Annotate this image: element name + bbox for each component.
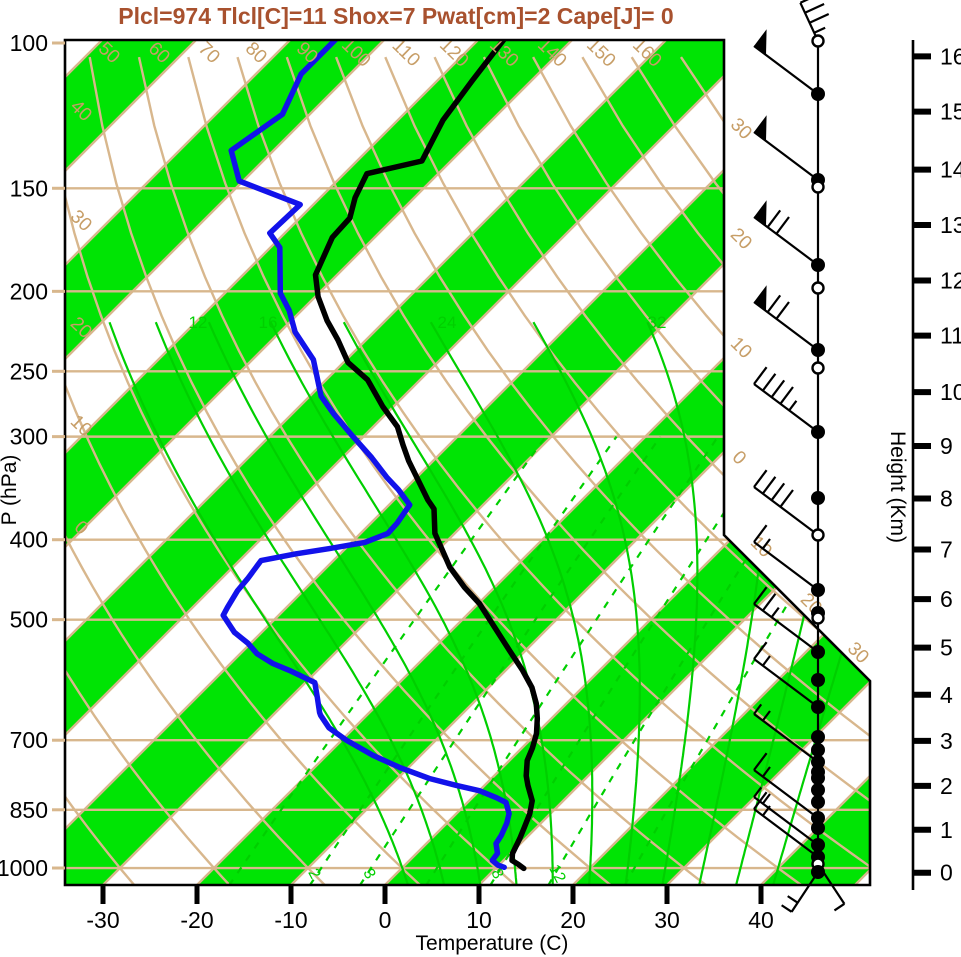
wind-station-circle: [811, 180, 825, 194]
svg-text:10: 10: [466, 907, 492, 933]
svg-text:Height (Km): Height (Km): [886, 431, 909, 543]
wind-station-dot: [811, 491, 825, 505]
svg-text:32: 32: [648, 313, 667, 332]
svg-text:0: 0: [379, 907, 392, 933]
svg-text:20: 20: [560, 907, 586, 933]
svg-text:15: 15: [940, 99, 961, 125]
svg-text:14: 14: [940, 157, 961, 183]
svg-text:500: 500: [10, 607, 48, 633]
wind-station-circle: [811, 611, 825, 625]
svg-text:Temperature (C): Temperature (C): [416, 932, 569, 955]
wind-station-dot: [811, 87, 825, 101]
svg-text:4: 4: [940, 682, 953, 708]
wind-station-dot: [811, 795, 825, 809]
svg-text:16: 16: [940, 43, 961, 69]
wind-station-dot: [811, 425, 825, 439]
wind-station-dot: [811, 821, 825, 835]
svg-text:30: 30: [726, 114, 756, 144]
wind-station-dot: [811, 700, 825, 714]
svg-text:200: 200: [10, 278, 48, 304]
wind-station-dot: [811, 258, 825, 272]
svg-text:2: 2: [940, 773, 953, 799]
temperature-axis: -30 -20 -10 0 10 20 30 40 Temperature (C): [86, 886, 774, 955]
svg-text:5: 5: [940, 635, 953, 661]
svg-text:9: 9: [940, 433, 953, 459]
svg-text:12: 12: [545, 862, 568, 886]
wind-station-circle: [811, 34, 825, 48]
svg-text:12: 12: [940, 267, 961, 293]
svg-text:6: 6: [940, 586, 953, 612]
wind-station-circle: [811, 281, 825, 295]
wind-station-dot: [811, 583, 825, 597]
svg-text:10: 10: [726, 333, 756, 363]
svg-text:11: 11: [940, 323, 961, 349]
svg-text:-20: -20: [180, 907, 213, 933]
pressure-axis: 100 150 200 250 300 400 500 700 850 1000 P (hPa): [0, 30, 65, 881]
plot-area: [65, 40, 870, 885]
svg-text:100: 100: [10, 30, 48, 56]
svg-text:40: 40: [748, 907, 774, 933]
wind-station-dot: [811, 343, 825, 357]
svg-text:13: 13: [940, 212, 961, 238]
svg-text:0: 0: [940, 860, 953, 886]
svg-text:30: 30: [66, 206, 96, 236]
svg-text:30: 30: [654, 907, 680, 933]
temperature-profile-line: [312, 40, 541, 872]
svg-text:12: 12: [189, 313, 208, 332]
svg-text:700: 700: [10, 727, 48, 753]
svg-text:1: 1: [940, 817, 953, 843]
wind-station-dot: [811, 743, 825, 757]
wind-station-circle: [811, 361, 825, 375]
wind-station-dot: [811, 771, 825, 785]
svg-text:-30: -30: [86, 907, 119, 933]
svg-text:150: 150: [10, 175, 48, 201]
svg-text:10: 10: [940, 379, 961, 405]
dewpoint-profile-line: [220, 40, 512, 871]
wind-station-dot: [811, 783, 825, 797]
wind-station-dot: [811, 755, 825, 769]
svg-text:250: 250: [10, 358, 48, 384]
wind-station-circle: [811, 528, 825, 542]
svg-text:0: 0: [728, 447, 750, 469]
svg-text:70: 70: [194, 38, 224, 68]
wind-station-dot: [811, 673, 825, 687]
wind-station-dot: [811, 730, 825, 744]
svg-text:850: 850: [10, 797, 48, 823]
wind-station-dot: [811, 838, 825, 852]
wind-station-dot: [811, 811, 825, 825]
wind-station-dot: [811, 865, 825, 879]
svg-text:1000: 1000: [0, 855, 48, 881]
svg-text:7: 7: [940, 537, 953, 563]
wind-barb-column: [753, 0, 846, 913]
svg-text:-10: -10: [274, 907, 307, 933]
svg-text:16: 16: [259, 313, 278, 332]
svg-text:400: 400: [10, 527, 48, 553]
svg-text:P (hPa): P (hPa): [0, 455, 21, 526]
svg-text:8: 8: [940, 485, 953, 511]
svg-text:300: 300: [10, 424, 48, 450]
plot-border: [63, 38, 872, 887]
svg-text:3: 3: [940, 728, 953, 754]
svg-text:20: 20: [726, 224, 756, 254]
svg-text:24: 24: [438, 313, 457, 332]
chart-title: Plcl=974 Tlcl[C]=11 Shox=7 Pwat[cm]=2 Ca…: [118, 3, 674, 29]
wind-station-dot: [811, 645, 825, 659]
